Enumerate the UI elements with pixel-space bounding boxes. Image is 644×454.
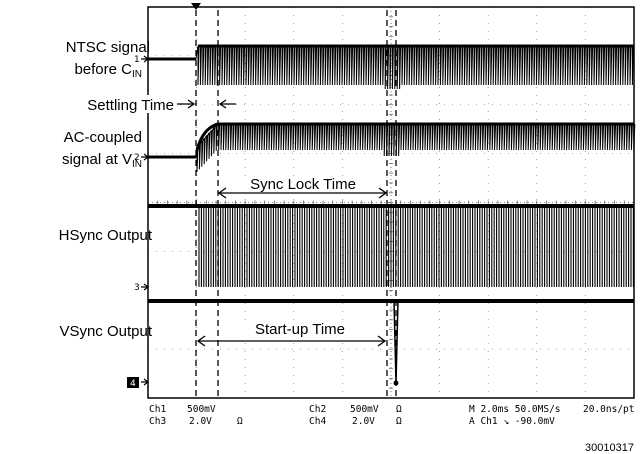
- svg-text:Ch1: Ch1: [149, 404, 166, 415]
- svg-text:Ch2: Ch2: [309, 404, 326, 415]
- svg-text:Ω: Ω: [237, 416, 243, 427]
- svg-text:500mV: 500mV: [350, 404, 379, 415]
- svg-text:M 2.0ms 50.0MS/s: M 2.0ms 50.0MS/s: [469, 404, 561, 415]
- svg-text:Ω: Ω: [396, 404, 402, 415]
- hsync-pulse-trace: [198, 206, 634, 287]
- svg-text:Ch3: Ch3: [149, 416, 166, 427]
- svg-text:2.0V: 2.0V: [352, 416, 375, 427]
- svg-text:500mV: 500mV: [187, 404, 216, 415]
- settling-time-annotation: Settling Time: [66, 95, 236, 114]
- svg-text:Start-up Time: Start-up Time: [255, 321, 345, 338]
- svg-text:Ω: Ω: [396, 416, 402, 427]
- svg-text:2: 2: [134, 153, 140, 163]
- signal-traces: [148, 44, 636, 386]
- svg-text:A Ch1 ↘ -90.0mV: A Ch1 ↘ -90.0mV: [469, 416, 555, 427]
- signal-label-ntsc-line2: before CIN: [74, 61, 142, 80]
- sync-lock-time-annotation: Sync Lock Time: [217, 176, 388, 199]
- channel-1-marker: 1: [134, 55, 149, 65]
- channel-4-marker: 4: [127, 377, 149, 389]
- ntsc-signal-trace: [148, 45, 634, 90]
- startup-time-annotation: Start-up Time: [196, 320, 387, 347]
- trigger-position-icon: [191, 3, 201, 10]
- svg-text:Ch4: Ch4: [309, 416, 326, 427]
- svg-text:20.0ns/pt: 20.0ns/pt: [583, 404, 634, 415]
- signal-label-hsync: HSync Output: [59, 227, 153, 244]
- svg-text:Settling Time: Settling Time: [87, 97, 174, 114]
- ac-coupled-signal-trace: [148, 123, 636, 173]
- svg-text:Sync Lock Time: Sync Lock Time: [250, 176, 356, 193]
- signal-label-vsync: VSync Output: [59, 323, 152, 340]
- status-readout: Ch1 500mV Ch3 2.0V Ω Ch2 500mV Ω Ch4 2.0…: [149, 404, 634, 427]
- channel-2-marker: 2: [134, 153, 149, 163]
- svg-text:1: 1: [134, 55, 140, 65]
- signal-label-ac-line2: signal at VIN: [62, 151, 142, 170]
- ac-coupled-signal-rise: [195, 122, 219, 151]
- svg-text:4: 4: [130, 379, 136, 389]
- svg-text:3: 3: [134, 283, 140, 293]
- svg-text:2.0V: 2.0V: [189, 416, 212, 427]
- signal-label-ac: AC-coupled: [64, 129, 142, 146]
- figure-id: 30010317: [585, 442, 634, 454]
- plot-frame: [147, 6, 635, 399]
- signal-label-ntsc: NTSC signal: [66, 39, 150, 56]
- channel-3-marker: 3: [134, 283, 149, 293]
